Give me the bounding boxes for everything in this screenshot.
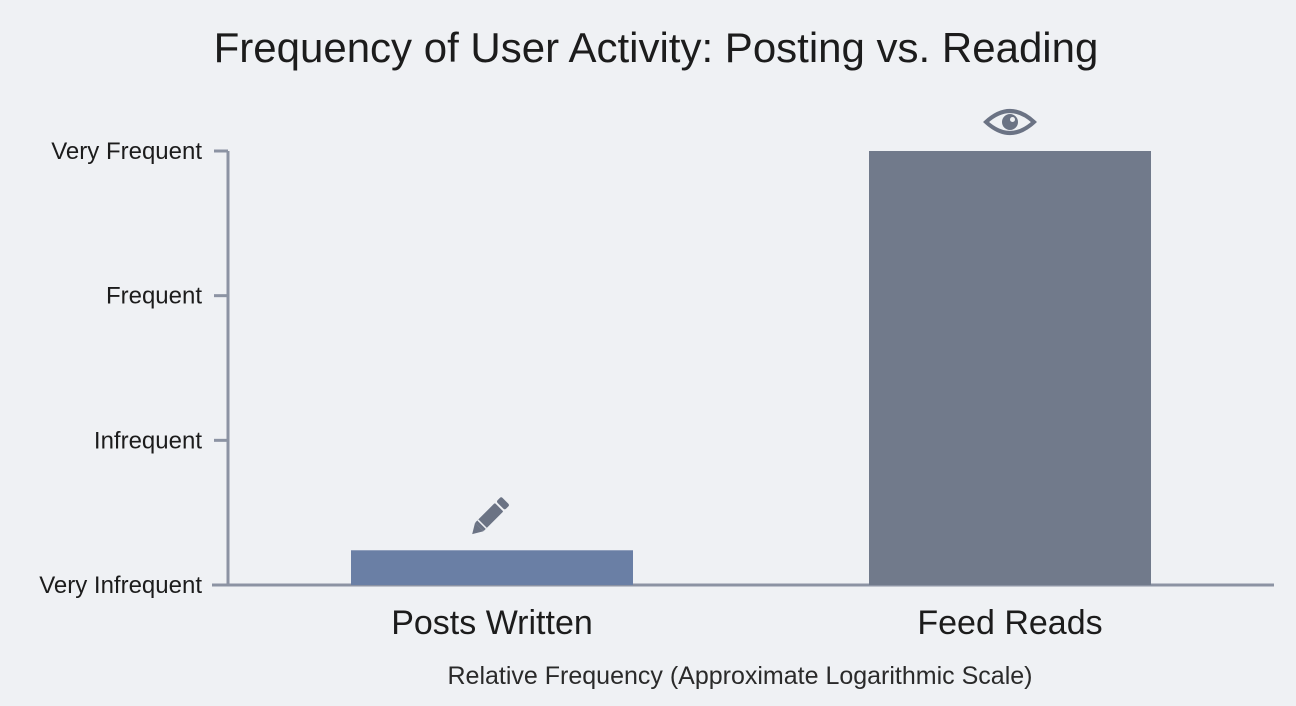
x-category-label: Posts Written <box>391 604 593 642</box>
y-tick-label: Very Infrequent <box>39 572 202 599</box>
bar-feed-reads <box>869 151 1151 585</box>
y-tick-label: Infrequent <box>94 427 202 454</box>
x-axis-label: Relative Frequency (Approximate Logarith… <box>448 662 1033 690</box>
y-tick-label: Frequent <box>106 283 202 310</box>
y-tick-label: Very Frequent <box>51 138 202 165</box>
plot-area: Very Infrequent Infrequent Frequent Very Fr… <box>39 109 1274 642</box>
eye-icon <box>983 109 1037 135</box>
chart-title: Frequency of User Activity: Posting vs. … <box>214 24 1099 71</box>
bar-posts-written <box>351 550 633 585</box>
pencil-icon <box>472 497 509 535</box>
x-category-label: Feed Reads <box>917 604 1102 642</box>
